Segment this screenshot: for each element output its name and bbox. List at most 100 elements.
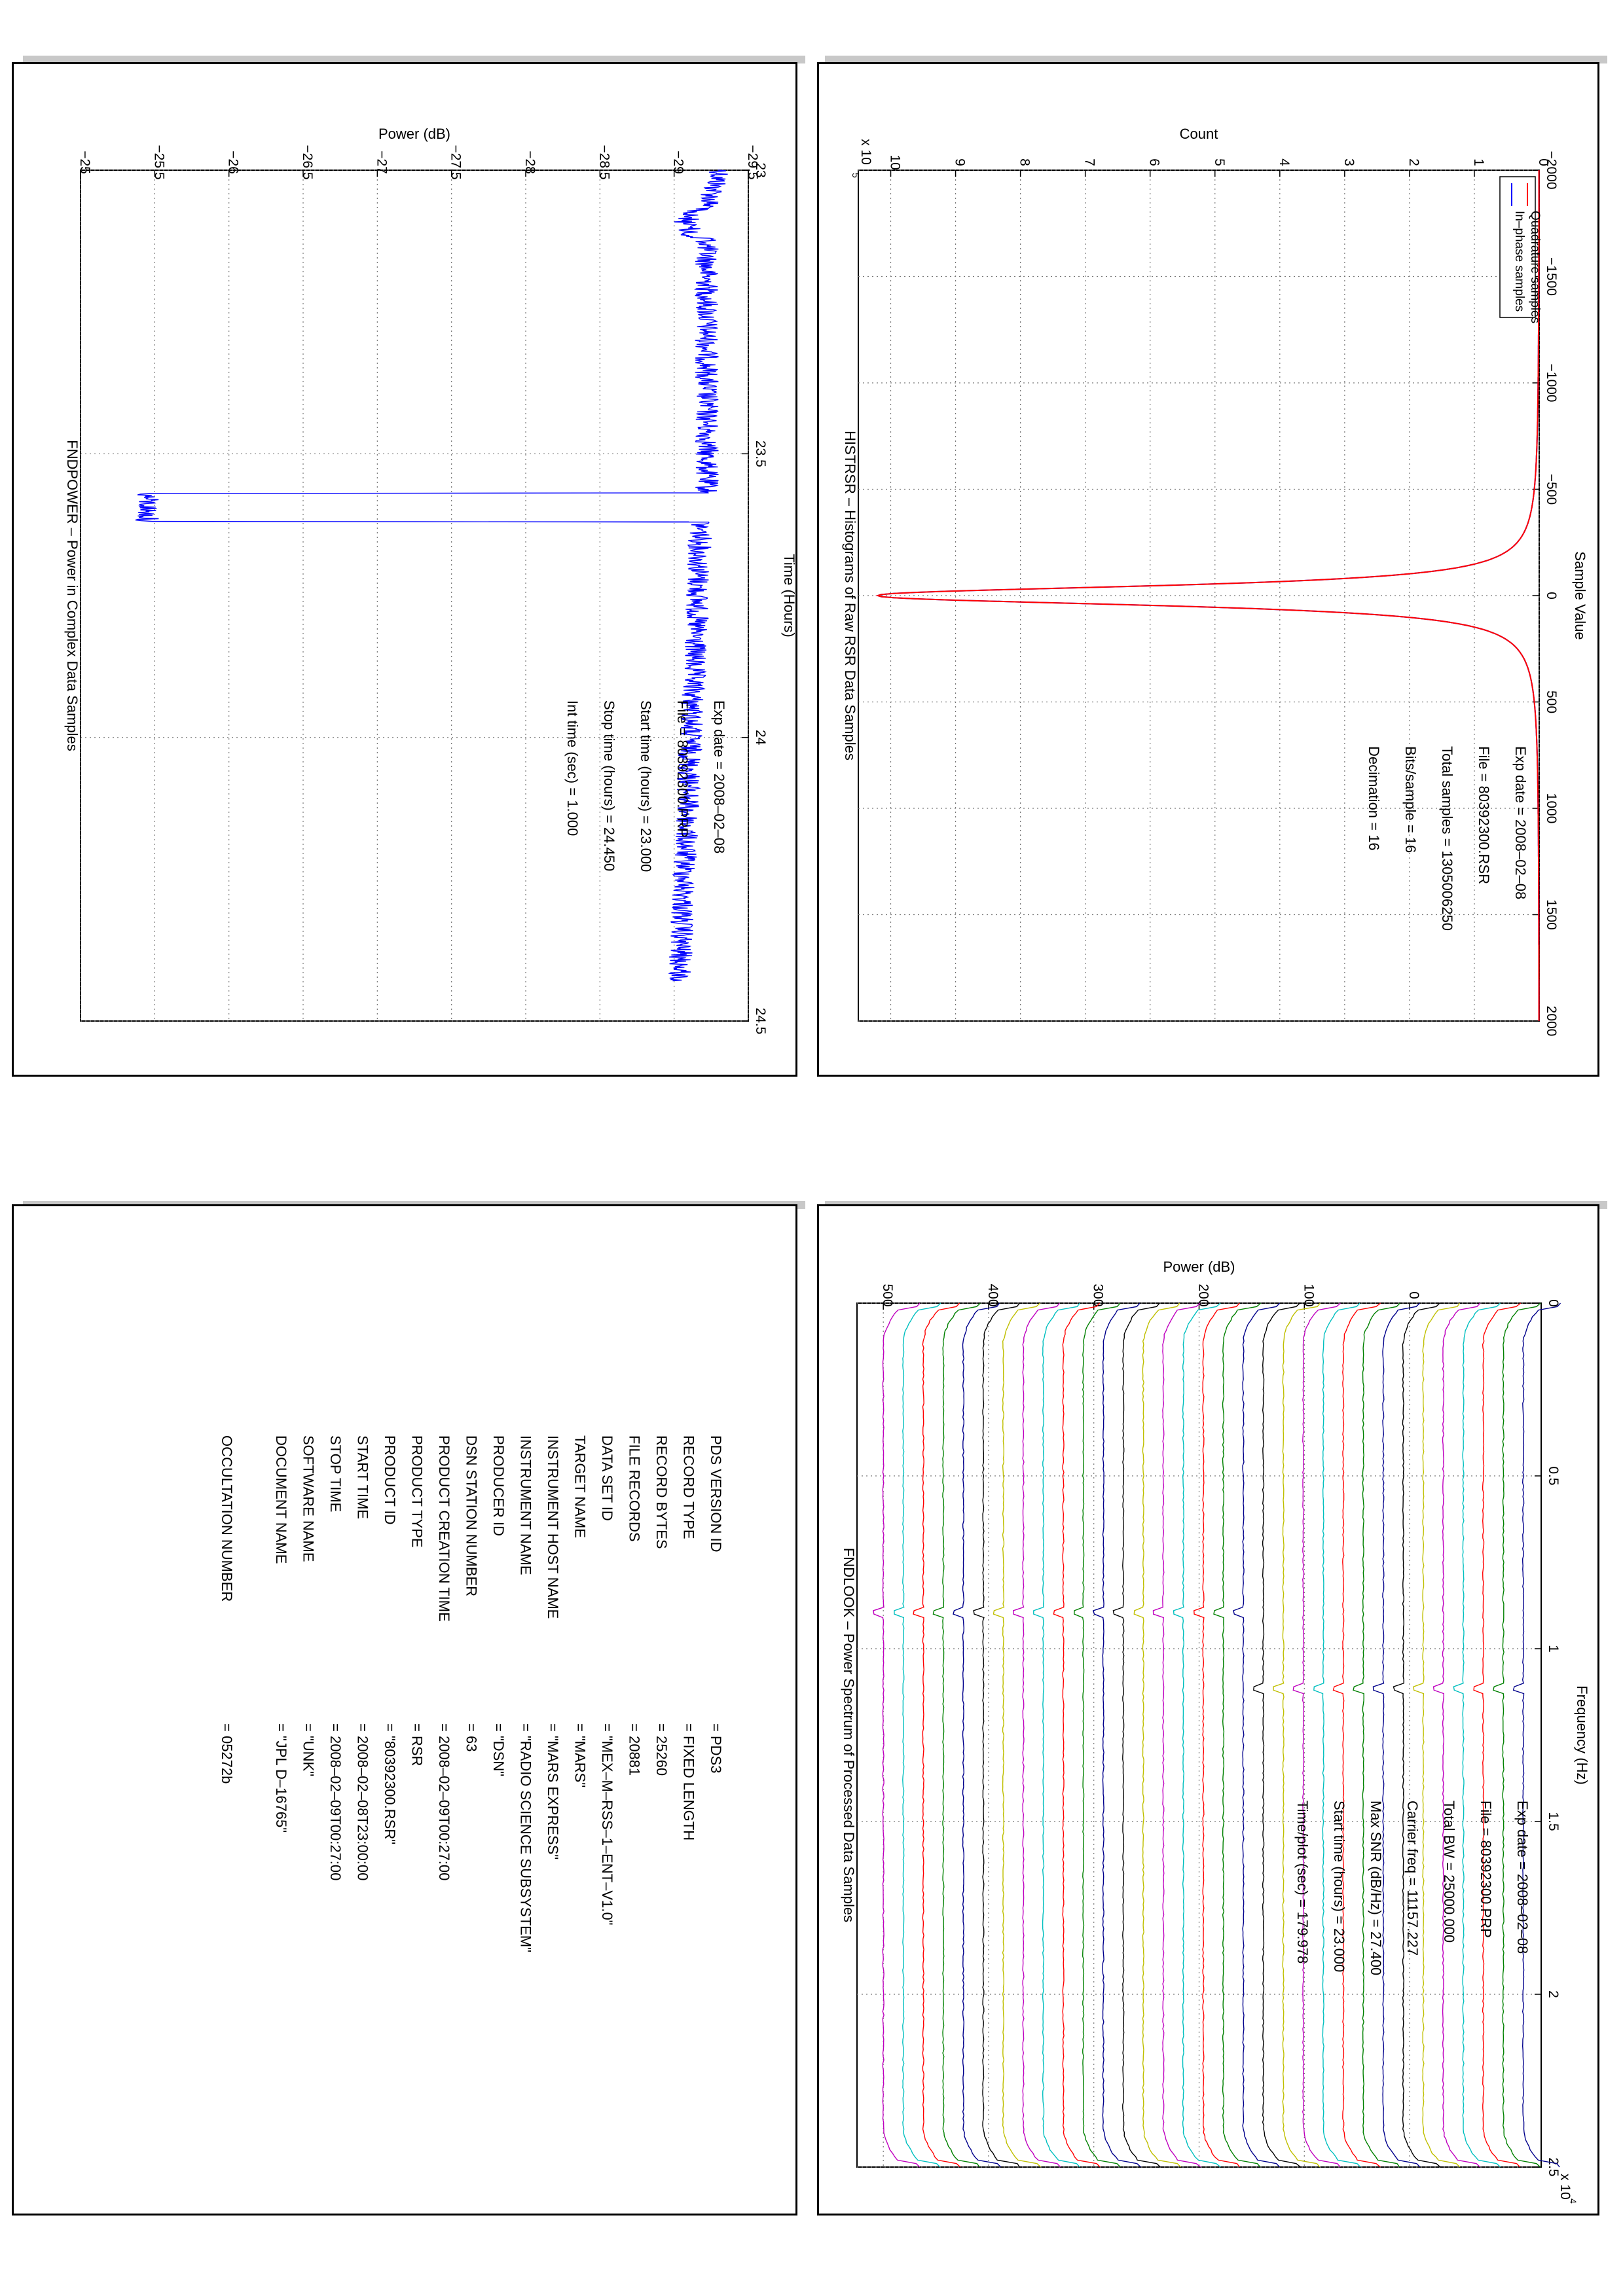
pds-keyword: DATA SET ID xyxy=(599,1435,615,1521)
pds-value: = "DSN" xyxy=(490,1723,507,1776)
pds-value: = 05272b xyxy=(219,1723,235,1784)
pds-value: = "RADIO SCIENCE SUBSYSTEM" xyxy=(518,1723,534,1952)
x-tick-label: −500 xyxy=(1544,474,1559,505)
spectrum-trace xyxy=(1473,1302,1522,2168)
x-axis-label: Time (Hours) xyxy=(781,554,795,637)
x-tick-label: 23.5 xyxy=(753,440,768,467)
info-line: Exp date = 2008–02–08 xyxy=(1512,746,1529,899)
pds-value: = 20881 xyxy=(627,1723,643,1776)
x-tick-label: −1500 xyxy=(1544,257,1559,296)
histrsr-chart: −2000 −1500 −1000 −500 0 500 1000 1500 2000 0 1 2 3 4… xyxy=(842,126,1588,1036)
pds-value: = 2008–02–08T23:00:00 xyxy=(355,1723,371,1880)
spectrum-trace xyxy=(1413,1302,1461,2168)
info-line: File = 80392300.PRP xyxy=(1478,1801,1494,1938)
pds-keyword: SOFTWARE NAME xyxy=(301,1435,317,1562)
y-tick-label: −27 xyxy=(374,151,389,174)
spectrum-trace xyxy=(894,1302,941,2168)
info-line: Total samples = 1305006250 xyxy=(1439,746,1455,931)
info-line: Stop time (hours) = 24.450 xyxy=(601,700,617,871)
info-line: Start time (hours) = 23.000 xyxy=(1331,1801,1347,1972)
series-line-quadrature xyxy=(875,170,1540,1021)
y-axis-label: Power (dB) xyxy=(1163,1259,1235,1275)
y-axis-label: Power (dB) xyxy=(378,126,450,142)
fndpower-chart: 23 23.5 24 24.5 −29.5 −29 −28.5 −28 −27.5 −27 −26.… xyxy=(64,126,797,1034)
pds-keyword: PRODUCT TYPE xyxy=(409,1435,426,1548)
series-line-power xyxy=(135,170,728,982)
spectrum-trace xyxy=(1233,1302,1281,2168)
pds-label-text: PDS VERSION ID = PDS3 RECORD TYPE = FIXED L… xyxy=(219,1435,724,1952)
pds-value: = "MARS EXPRESS" xyxy=(545,1723,561,1859)
spectrum-trace xyxy=(1332,1302,1381,2168)
chart-title: FNDPOWER – Power in Complex Data Samples xyxy=(64,440,81,751)
pds-value: = "MARS" xyxy=(572,1723,589,1787)
x-tick-label: 1 xyxy=(1546,1645,1561,1653)
pds-keyword: RECORD BYTES xyxy=(653,1435,670,1549)
spectrum-trace xyxy=(1512,1302,1561,2168)
y-tick-label: −25.5 xyxy=(151,145,166,179)
pds-value: = "JPL D–16765" xyxy=(273,1723,289,1833)
y-tick-label: 300 xyxy=(1091,1283,1106,1306)
pds-keyword: RECORD TYPE xyxy=(681,1435,697,1539)
x-scale-factor: x 10 xyxy=(1558,2174,1573,2200)
pds-value: = "UNK" xyxy=(301,1723,317,1776)
spectrum-trace xyxy=(1493,1302,1541,2168)
y-tick-label: −28 xyxy=(522,151,538,174)
y-axis-label: Count xyxy=(1180,126,1218,142)
x-tick-label: 500 xyxy=(1544,691,1559,713)
pds-keyword: INSTRUMENT NAME xyxy=(518,1435,534,1575)
y-tick-label: 500 xyxy=(880,1283,895,1306)
y-tick-label: 0 xyxy=(1536,158,1551,166)
y-tick-label: 8 xyxy=(1017,158,1032,166)
pds-keyword: PDS VERSION ID xyxy=(708,1435,724,1552)
pds-keyword: TARGET NAME xyxy=(572,1435,589,1538)
pds-value: = 2008–02–09T00:27:00 xyxy=(436,1723,452,1880)
pds-keyword: PRODUCER ID xyxy=(490,1435,507,1536)
info-line: Time/plot (sec) = 179.978 xyxy=(1294,1801,1311,1964)
y-tick-label: 4 xyxy=(1277,158,1292,166)
x-tick-label: 0.5 xyxy=(1546,1466,1561,1485)
y-tick-label: 10 xyxy=(888,154,903,170)
y-tick-label: 100 xyxy=(1301,1283,1316,1306)
info-line: Total BW = 25000.000 xyxy=(1441,1801,1457,1943)
y-tick-label: 6 xyxy=(1147,158,1162,166)
spectrum-trace xyxy=(1173,1302,1221,2168)
x-tick-label: 2000 xyxy=(1544,1006,1559,1037)
pds-value: = 2008–02–09T00:27:00 xyxy=(327,1723,344,1880)
x-tick-label: −2000 xyxy=(1544,151,1559,190)
spectrum-trace xyxy=(1213,1302,1262,2168)
x-tick-label: 0 xyxy=(1546,1299,1561,1307)
histrsr-panel: −2000 −1500 −1000 −500 0 500 1000 1500 2000 0 1 2 3 4… xyxy=(817,62,1599,1077)
spectrum-trace xyxy=(1313,1302,1361,2168)
panel-shadow xyxy=(23,56,805,63)
spectrum-trace xyxy=(1273,1302,1321,2168)
panel-shadow xyxy=(825,56,1607,63)
x-axis-label: Sample Value xyxy=(1572,551,1588,639)
info-line: Int time (sec) = 1.000 xyxy=(564,700,581,836)
y-tick-label: −28.5 xyxy=(596,145,611,179)
pds-keyword: PRODUCT ID xyxy=(382,1435,398,1525)
y-tick-label: 9 xyxy=(953,158,968,166)
pds-value: = 63 xyxy=(464,1723,480,1751)
pds-keyword: PRODUCT CREATION TIME xyxy=(436,1435,452,1622)
spectrum-trace xyxy=(1253,1302,1301,2168)
x-tick-label: 1.5 xyxy=(1546,1812,1561,1831)
histrsr-group: −2000 −1500 −1000 −500 0 500 1000 1500 2000 0 1 2 3 4… xyxy=(842,126,1588,1036)
pds-value: = "MEX–M–RSS–1–ENT–V1.0" xyxy=(599,1723,615,1925)
pds-keyword: INSTRUMENT HOST NAME xyxy=(545,1435,561,1619)
pds-value: = PDS3 xyxy=(708,1723,724,1773)
x-axis-label: Frequency (Hz) xyxy=(1574,1685,1590,1785)
y-tick-label: −29.5 xyxy=(745,145,760,179)
pds-keyword: DSN STATION NUMBER xyxy=(464,1435,480,1596)
spectrum-trace xyxy=(953,1302,1002,2168)
fndlook-panel: 0 0.5 1 1.5 2 2.5 0 100 200 300 400 500 Frequency (H… xyxy=(817,1204,1599,2215)
info-line: Exp date = 2008–02–08 xyxy=(1514,1801,1531,1954)
y-tick-label: 3 xyxy=(1341,158,1357,166)
spectrum-trace xyxy=(1193,1302,1241,2168)
y-tick-label: 1 xyxy=(1471,158,1486,166)
spectrum-trace xyxy=(1092,1302,1141,2168)
info-line: File = 80392300.PRP xyxy=(674,700,691,838)
y-tick-label: −26 xyxy=(226,151,241,174)
y-tick-label: 7 xyxy=(1082,158,1097,166)
